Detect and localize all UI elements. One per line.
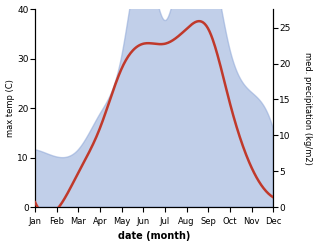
X-axis label: date (month): date (month): [118, 231, 190, 242]
Y-axis label: max temp (C): max temp (C): [5, 79, 15, 137]
Y-axis label: med. precipitation (kg/m2): med. precipitation (kg/m2): [303, 52, 313, 165]
